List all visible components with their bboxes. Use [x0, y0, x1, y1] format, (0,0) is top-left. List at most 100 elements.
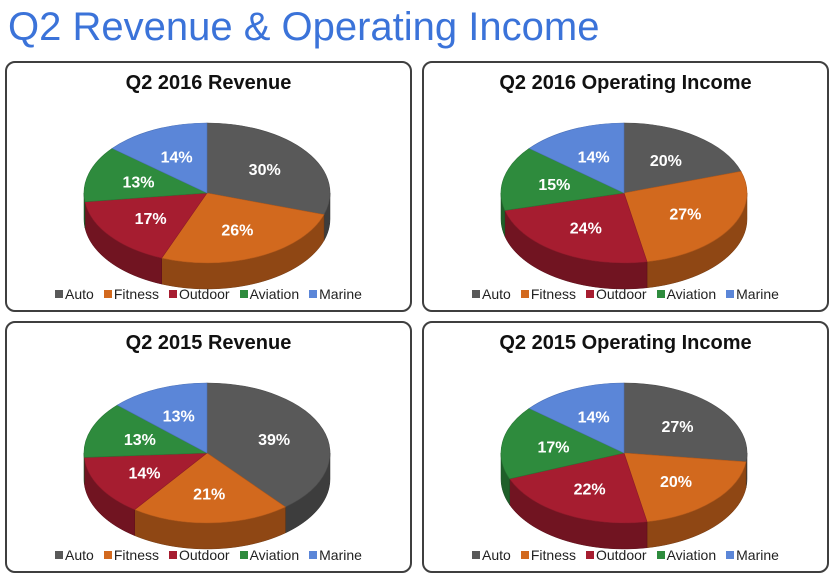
legend-swatch [55, 551, 64, 559]
legend-item-auto: Auto [55, 547, 94, 563]
pie-slice-aviation [83, 148, 209, 203]
slice-label-auto: 27% [661, 419, 693, 436]
legend-label: Auto [482, 547, 511, 563]
legend-item-outdoor: Outdoor [585, 286, 647, 302]
legend-label: Marine [319, 286, 362, 302]
legend-item-marine: Marine [309, 547, 362, 563]
legend-item-aviation: Aviation [239, 286, 300, 302]
legend-swatch [309, 551, 318, 559]
legend-item-marine: Marine [309, 286, 362, 302]
chart-panel-q2-2016-revenue: Q2 2016 Revenue 30% 26% 17% 13% 14% Auto Fitn… [5, 61, 412, 312]
pie-slice-outdoor [509, 452, 648, 524]
legend-label: Fitness [113, 547, 159, 563]
slice-label-fitness: 26% [221, 223, 253, 240]
pie-slice-auto [623, 382, 748, 463]
chart-legend: Auto Fitness Outdoor Aviation Marine [424, 547, 827, 563]
pie-slice-marine [528, 382, 625, 454]
chart-panel-q2-2015-operating-income: Q2 2015 Operating Income 27% 20% 22% 17% 14%… [422, 321, 829, 573]
legend-swatch [520, 290, 529, 298]
legend-swatch [103, 551, 112, 559]
slice-label-marine: 13% [163, 409, 195, 426]
legend-swatch [168, 290, 177, 298]
slice-label-marine: 14% [161, 149, 193, 166]
slice-label-outdoor: 22% [574, 482, 606, 499]
legend-item-aviation: Aviation [656, 547, 717, 563]
pie-slice-auto [206, 122, 331, 215]
legend-item-marine: Marine [726, 286, 779, 302]
chart-title: Q2 2016 Revenue [125, 72, 292, 94]
legend-label: Fitness [113, 286, 159, 302]
slice-label-auto: 20% [650, 153, 682, 170]
legend-swatch [309, 290, 318, 298]
pie-slice-aviation [500, 408, 625, 480]
legend-swatch [726, 290, 735, 298]
page-title: Q2 Revenue & Operating Income [8, 5, 600, 49]
slice-label-marine: 14% [578, 149, 610, 166]
slice-label-auto: 30% [249, 162, 281, 179]
legend-label: Fitness [530, 547, 576, 563]
chart-legend: Auto Fitness Outdoor Aviation Marine [7, 286, 410, 302]
chart-panel-q2-2015-revenue: Q2 2015 Revenue 39% 21% 14% 13% 13% Auto Fitn… [5, 321, 412, 573]
legend-swatch [520, 551, 529, 559]
legend-label: Marine [319, 547, 362, 563]
legend-item-auto: Auto [55, 286, 94, 302]
slice-label-fitness: 20% [660, 474, 692, 491]
legend-label: Outdoor [178, 286, 230, 302]
slice-label-aviation: 13% [124, 432, 156, 449]
legend-label: Auto [65, 547, 94, 563]
slice-label-aviation: 17% [537, 440, 569, 457]
legend-item-outdoor: Outdoor [168, 547, 230, 563]
legend-item-fitness: Fitness [520, 547, 576, 563]
pie-slice-fitness [134, 452, 287, 524]
chart-panel-q2-2016-operating-income: Q2 2016 Operating Income 20% 27% 24% 15% 14%… [422, 61, 829, 312]
pie-slice-fitness [161, 192, 325, 264]
legend-swatch [239, 290, 248, 298]
legend-item-outdoor: Outdoor [585, 547, 647, 563]
legend-label: Fitness [530, 286, 576, 302]
legend-swatch [168, 551, 177, 559]
legend-item-marine: Marine [726, 547, 779, 563]
legend-label: Aviation [249, 547, 300, 563]
legend-label: Outdoor [595, 547, 647, 563]
pie-chart: 39% 21% 14% 13% 13% [83, 382, 331, 550]
pie-slice-fitness [623, 452, 747, 523]
chart-title: Q2 2016 Operating Income [499, 72, 752, 94]
pie-slice-auto [623, 122, 742, 194]
legend-swatch [103, 290, 112, 298]
pie-slice-outdoor [84, 192, 208, 259]
legend-label: Marine [736, 547, 779, 563]
slice-label-fitness: 21% [193, 487, 225, 504]
pie-chart: 20% 27% 24% 15% 14% [500, 122, 748, 290]
legend-item-auto: Auto [472, 547, 511, 563]
slice-label-aviation: 13% [122, 175, 154, 192]
legend-item-fitness: Fitness [103, 286, 159, 302]
legend-item-aviation: Aviation [239, 547, 300, 563]
slice-label-auto: 39% [258, 432, 290, 449]
legend-swatch [656, 551, 665, 559]
slice-label-outdoor: 24% [570, 220, 602, 237]
legend-label: Outdoor [178, 547, 230, 563]
legend-label: Aviation [666, 286, 717, 302]
pie-slice-aviation [83, 404, 209, 458]
pie-slice-marine [116, 382, 208, 454]
pie-slice-fitness [623, 171, 748, 263]
legend-item-auto: Auto [472, 286, 511, 302]
slice-label-fitness: 27% [669, 207, 701, 224]
chart-legend: Auto Fitness Outdoor Aviation Marine [7, 547, 410, 563]
pie-slice-marine [111, 122, 208, 194]
slice-label-outdoor: 17% [135, 211, 167, 228]
legend-item-fitness: Fitness [520, 286, 576, 302]
legend-label: Marine [736, 286, 779, 302]
legend-label: Aviation [249, 286, 300, 302]
pie-slice-marine [528, 122, 625, 194]
legend-item-outdoor: Outdoor [168, 286, 230, 302]
chart-title: Q2 2015 Operating Income [499, 332, 752, 354]
legend-label: Auto [482, 286, 511, 302]
pie-chart: 27% 20% 22% 17% 14% [500, 382, 748, 550]
slice-label-outdoor: 14% [128, 466, 160, 483]
pie-slice-outdoor [504, 192, 648, 264]
pie-slice-outdoor [83, 452, 208, 510]
legend-swatch [55, 290, 64, 298]
legend-label: Aviation [666, 547, 717, 563]
chart-legend: Auto Fitness Outdoor Aviation Marine [424, 286, 827, 302]
